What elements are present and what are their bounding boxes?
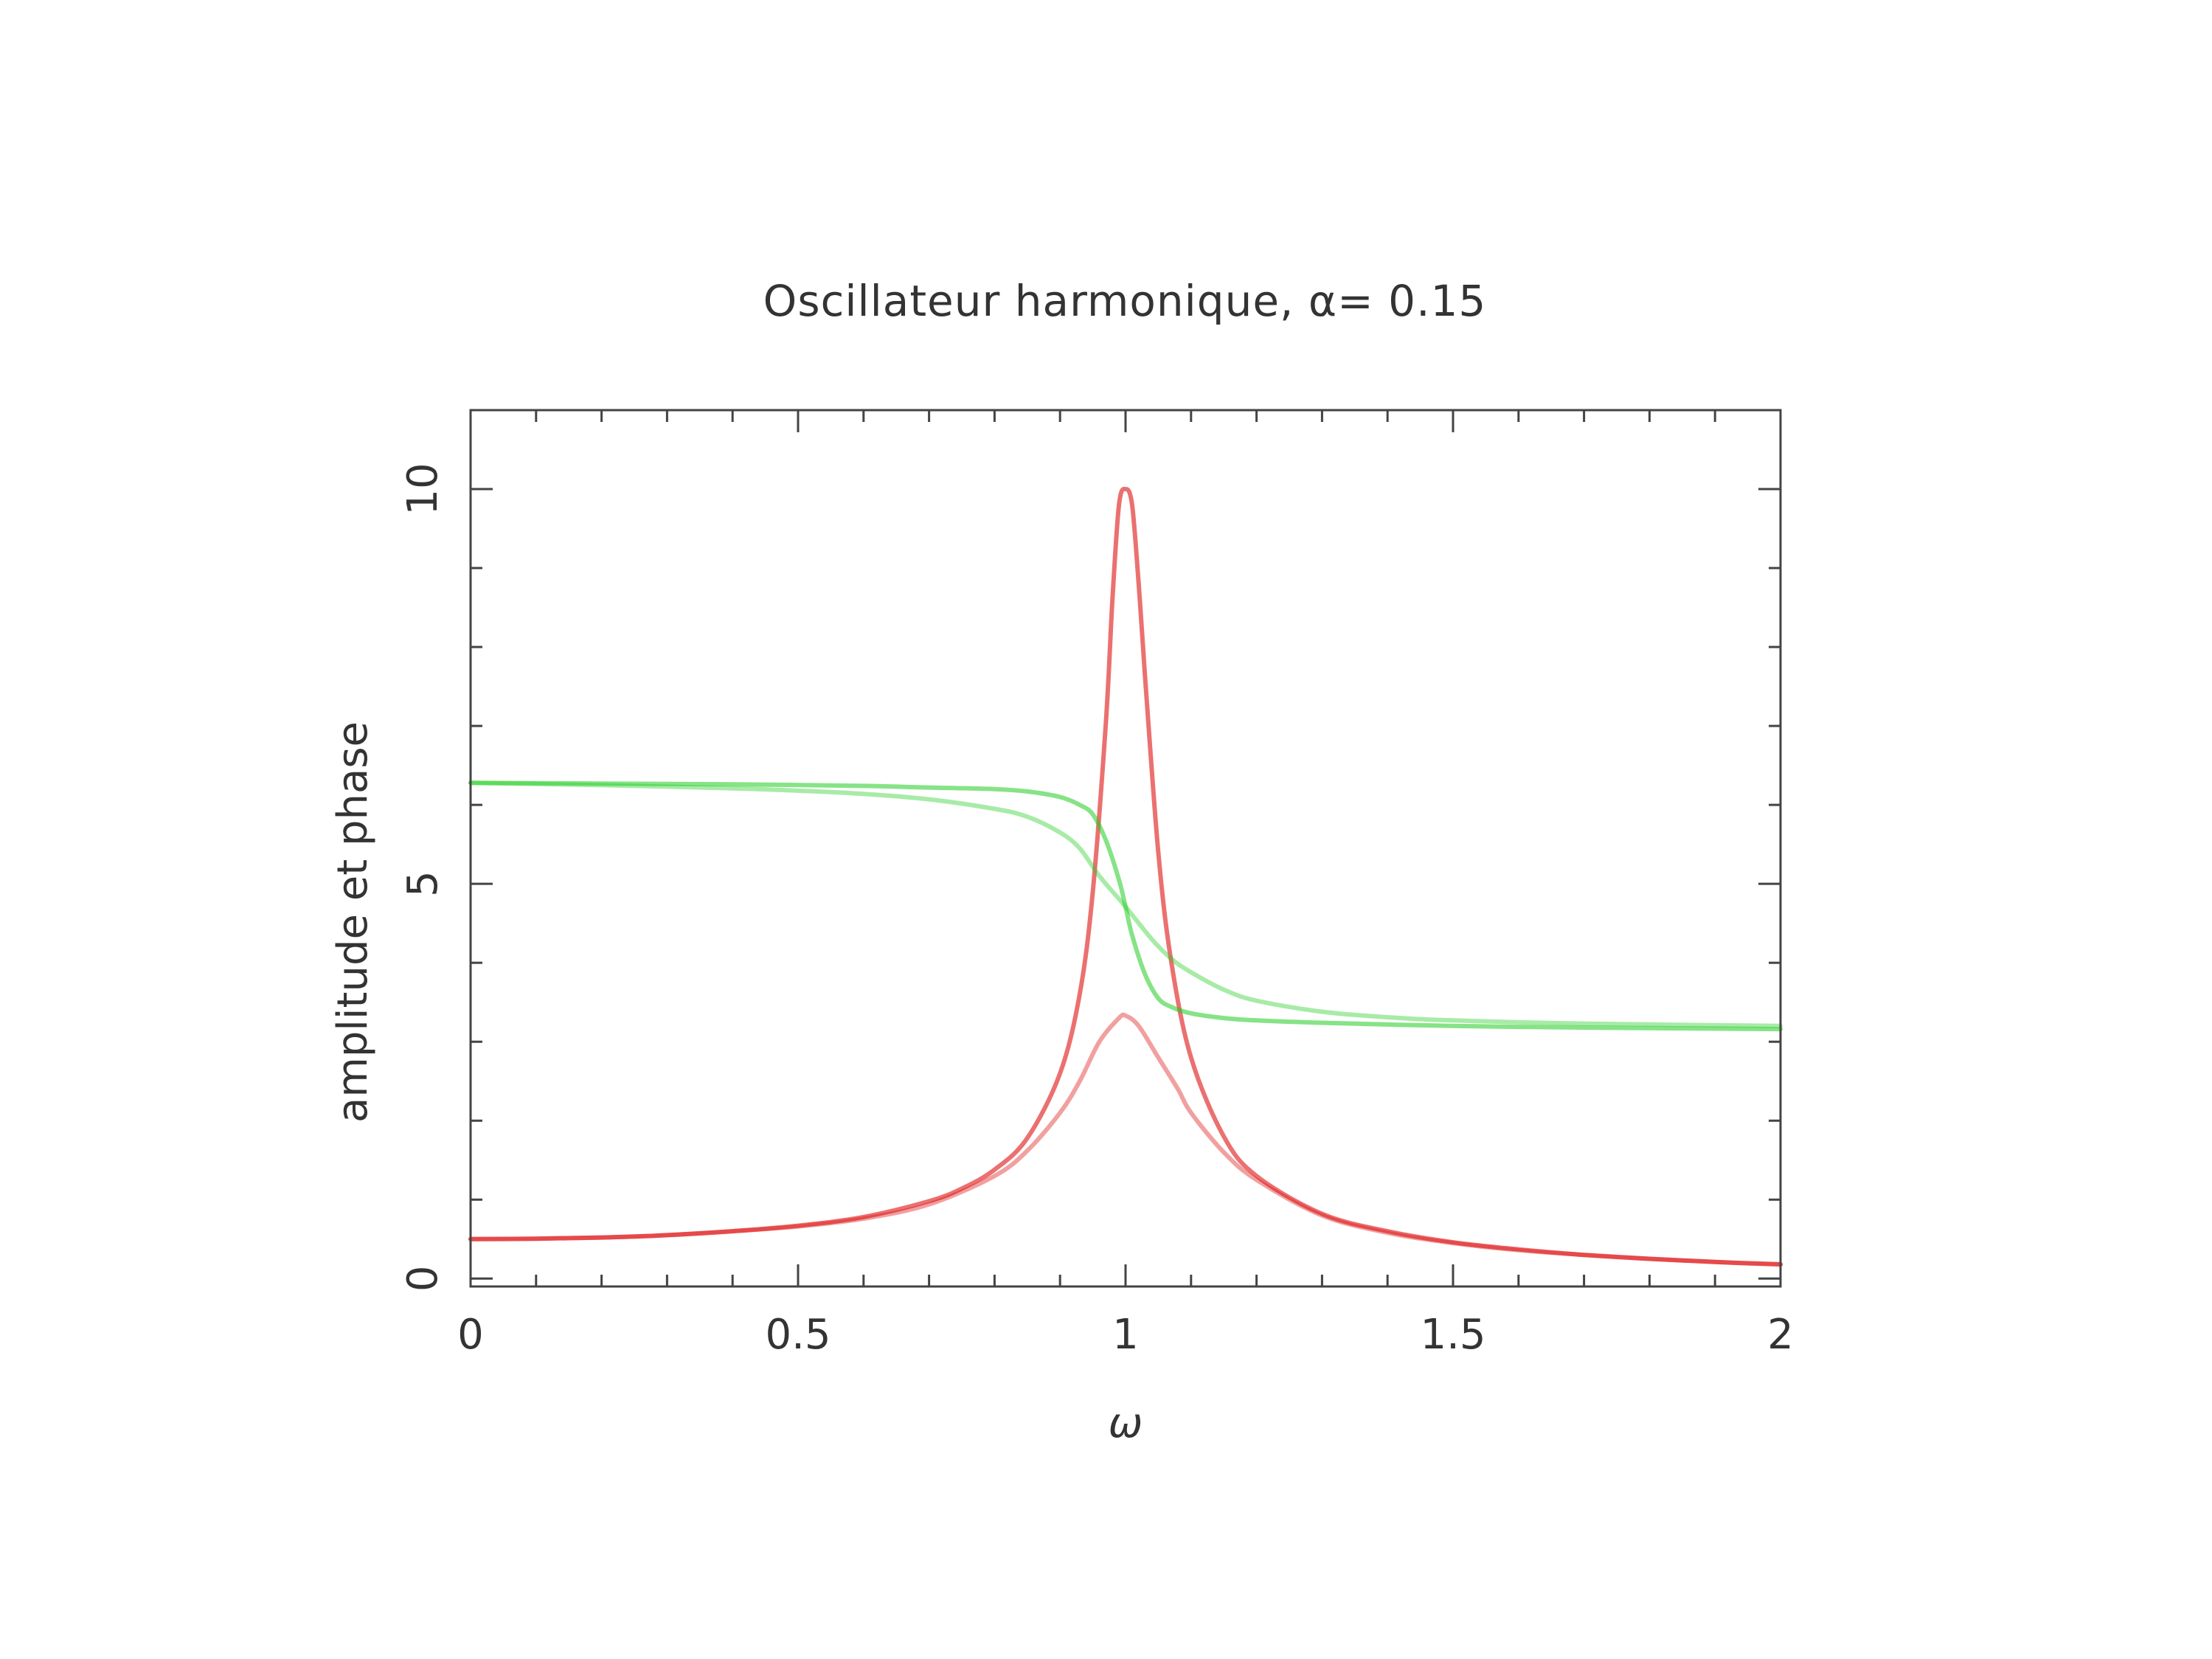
x-axis-title: ω [1109, 1399, 1143, 1447]
x-tick-label: 0.5 [765, 1311, 831, 1359]
y-tick-label: 10 [399, 463, 447, 515]
series-layer [468, 486, 1783, 1267]
y-tick-label: 5 [399, 870, 447, 897]
x-tick-label: 1.5 [1420, 1311, 1485, 1359]
x-tick-label: 0 [457, 1311, 484, 1359]
amplitude-curve-2 [468, 1012, 1783, 1267]
phase-curve-3 [468, 780, 1783, 1032]
y-tick-label: 0 [399, 1265, 447, 1292]
ticks-layer: 0 0.5 1 1.5 2 0 5 10 [399, 409, 1794, 1359]
x-tick-label: 1 [1112, 1311, 1139, 1359]
chart-title: Oscillateur harmonique, α= 0.15 [763, 276, 1487, 326]
amplitude-curve-1 [468, 486, 1783, 1267]
x-tick-label: 2 [1767, 1311, 1794, 1359]
y-axis-title: amplitude et phase [329, 721, 377, 1123]
phase-curve-4 [468, 780, 1783, 1028]
